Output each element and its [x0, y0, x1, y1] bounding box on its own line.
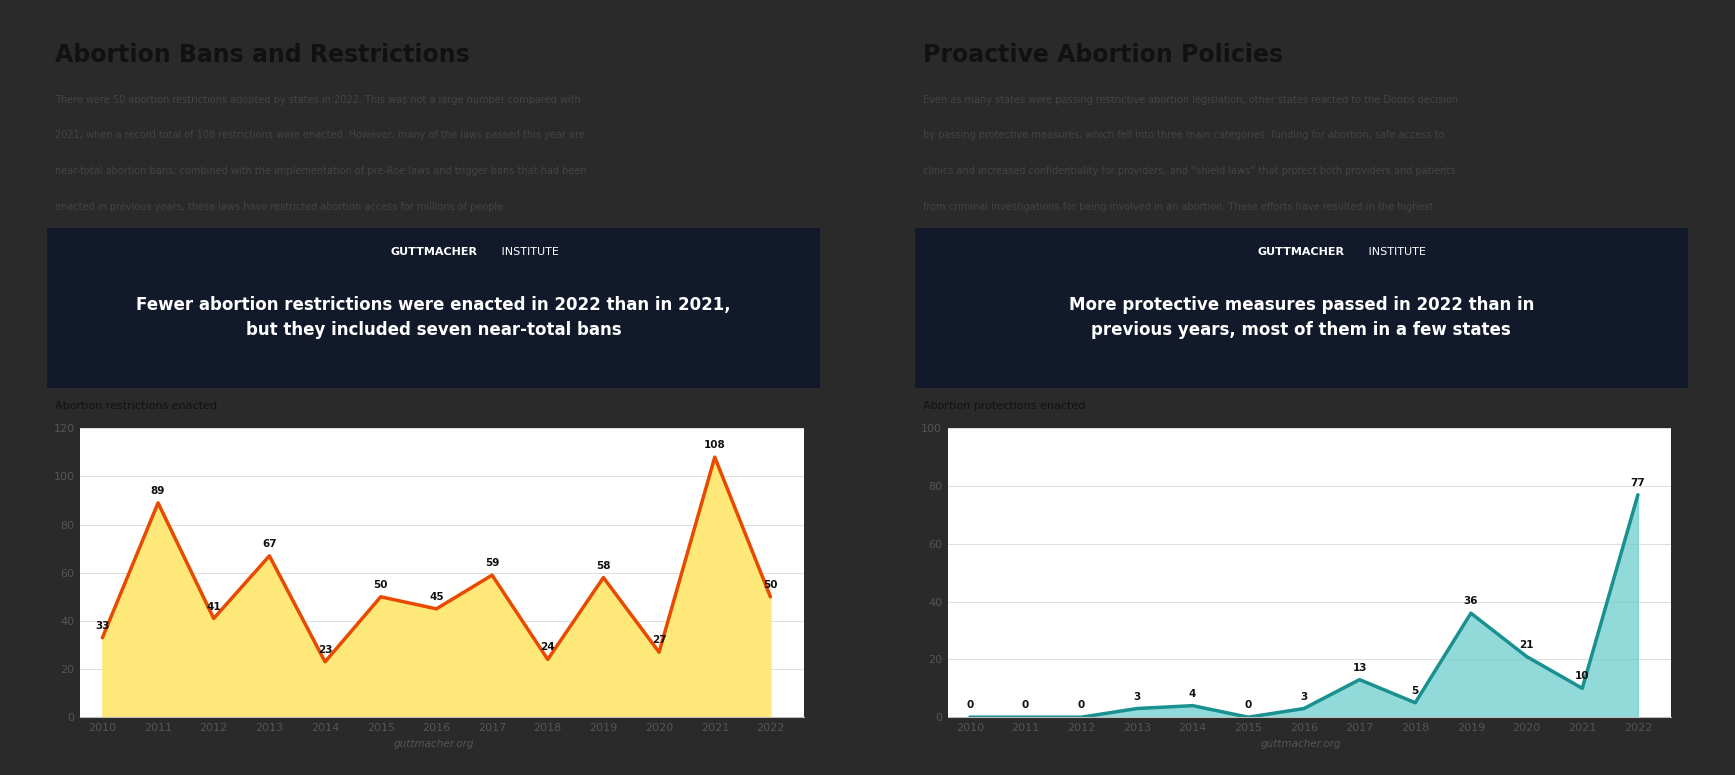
Text: 0: 0	[1077, 701, 1084, 710]
Text: 4: 4	[1188, 689, 1195, 699]
Text: 27: 27	[652, 636, 666, 646]
Text: Fewer abortion restrictions were enacted in 2022 than in 2021,
but they included: Fewer abortion restrictions were enacted…	[137, 296, 730, 339]
Text: INSTITUTE: INSTITUTE	[498, 246, 559, 257]
Text: 3: 3	[1133, 691, 1140, 701]
Text: 67: 67	[262, 539, 276, 549]
Text: Proactive Abortion Policies: Proactive Abortion Policies	[923, 43, 1284, 67]
Text: 108: 108	[704, 440, 725, 450]
Text: 36: 36	[1464, 596, 1478, 606]
Text: More protective measures passed in 2022 than in
previous years, most of them in : More protective measures passed in 2022 …	[1069, 296, 1534, 339]
Text: enacted in previous years, these laws have restricted abortion access for millio: enacted in previous years, these laws ha…	[56, 202, 507, 212]
Text: GUTTMACHER: GUTTMACHER	[1258, 246, 1345, 257]
FancyBboxPatch shape	[914, 228, 1688, 388]
Text: 3: 3	[1300, 691, 1308, 701]
Text: 89: 89	[151, 486, 165, 496]
Text: near-total abortion bans; combined with the implementation of pre-Roe laws and t: near-total abortion bans; combined with …	[56, 166, 586, 176]
Text: Abortion Bans and Restrictions: Abortion Bans and Restrictions	[56, 43, 470, 67]
Text: 50: 50	[763, 580, 777, 590]
Text: 5: 5	[1412, 686, 1419, 696]
Text: 41: 41	[206, 601, 220, 611]
Text: Abortion restrictions enacted: Abortion restrictions enacted	[56, 401, 217, 412]
Text: guttmacher.org: guttmacher.org	[394, 739, 474, 749]
Text: by passing protective measures, which fell into three main categories: funding f: by passing protective measures, which fe…	[923, 130, 1445, 140]
Text: 23: 23	[318, 645, 333, 655]
Text: GUTTMACHER: GUTTMACHER	[390, 246, 477, 257]
Text: clinics and increased confidentiality for providers, and “shield laws” that prot: clinics and increased confidentiality fo…	[923, 166, 1456, 176]
Text: INSTITUTE: INSTITUTE	[1365, 246, 1426, 257]
Text: guttmacher.org: guttmacher.org	[1261, 739, 1341, 749]
Text: 50: 50	[373, 580, 389, 590]
Text: 2021, when a record total of 108 restrictions were enacted. However, many of the: 2021, when a record total of 108 restric…	[56, 130, 585, 140]
Text: There were 50 abortion restrictions adopted by states in 2022. This was not a la: There were 50 abortion restrictions adop…	[56, 95, 581, 105]
Text: from criminal investigations for being involved in an abortion. These efforts ha: from criminal investigations for being i…	[923, 202, 1433, 212]
Text: 77: 77	[1631, 477, 1645, 487]
Text: Abortion protections enacted: Abortion protections enacted	[923, 401, 1086, 412]
Text: 13: 13	[1352, 663, 1367, 673]
Text: Even as many states were passing restrictive abortion legislation, other states : Even as many states were passing restric…	[923, 95, 1457, 105]
Text: 59: 59	[484, 558, 500, 568]
Text: 10: 10	[1575, 671, 1589, 681]
Text: 0: 0	[1022, 701, 1029, 710]
Text: 0: 0	[966, 701, 973, 710]
Text: 0: 0	[1244, 701, 1253, 710]
Text: 33: 33	[95, 621, 109, 631]
Text: 24: 24	[540, 642, 555, 653]
Text: 21: 21	[1520, 639, 1534, 649]
Text: 58: 58	[597, 560, 611, 570]
Text: 45: 45	[429, 592, 444, 602]
Text: number of abortion protections ever enacted in one year; one-quarter of these we: number of abortion protections ever enac…	[923, 237, 1444, 247]
FancyBboxPatch shape	[47, 228, 821, 388]
